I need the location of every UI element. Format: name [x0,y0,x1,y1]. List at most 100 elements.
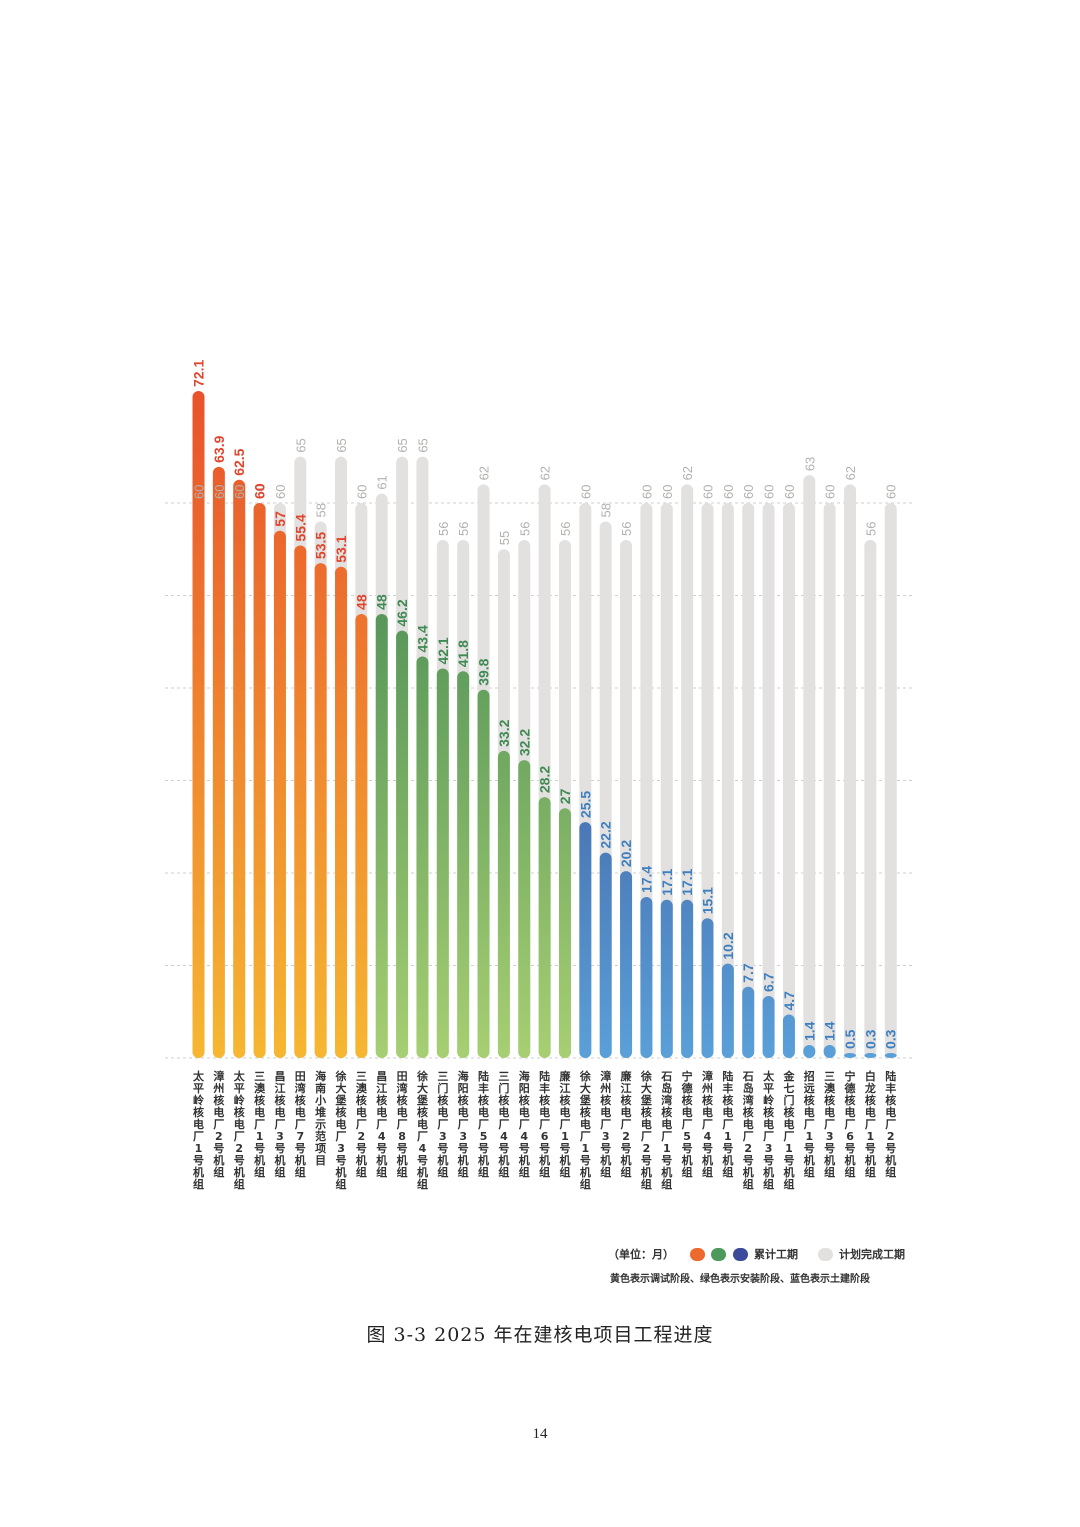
accum-value-label: 17.4 [638,866,654,893]
category-label: 昌江核电厂 4 号机组 [376,1070,387,1179]
plan-value-label: 60 [884,484,899,498]
plan-value-label: 55 [497,531,512,545]
accum-bar [477,689,490,1058]
category-label: 漳州核电厂 3 号机组 [599,1069,611,1179]
category-label: 石岛湾核电厂 2 号机组 [742,1070,754,1191]
plan-value-label: 60 [721,484,736,498]
accum-bar [558,808,571,1058]
plan-value-label: 60 [232,484,247,498]
accum-value-label: 55.4 [292,514,308,541]
category-label: 三澳核电厂 2 号机组 [356,1070,368,1179]
accum-value-label: 57 [272,511,288,527]
plan-value-label: 62 [680,466,695,480]
plan-value-label: 56 [517,521,532,535]
category-label: 海阳核电厂 3 号机组 [458,1069,469,1179]
accum-bar [742,986,755,1058]
progress-bar-chart: 60 72.1 太平岭核电厂 1 号机组 60 63.9 漳州核电厂 2 号机组 60 62.5 太平岭… [165,360,915,1191]
legend-swatch-orange [689,1247,705,1261]
category-label: 漳州核电厂 4 号机组 [701,1069,713,1179]
plan-bar [823,502,836,1058]
category-label: 陆丰核电厂 1 号机组 [722,1069,733,1179]
category-label: 廉江核电厂 2 号机组 [621,1069,632,1179]
legend-note: 黄色表示调试阶段、绿色表示安装阶段、蓝色表示土建阶段 [610,1274,870,1285]
accum-value-label: 17.1 [659,868,675,895]
accum-bar [782,1014,795,1058]
legend-unit: （单位：月） [608,1248,674,1261]
category-label: 三门核电厂 3 号机组 [437,1070,448,1179]
plan-bar [884,502,897,1058]
plan-value-label: 60 [354,484,369,498]
legend-swatch-blue [732,1247,748,1261]
plan-value-label: 60 [192,484,207,498]
plan-value-label: 58 [599,503,614,517]
accum-bar [294,545,307,1058]
plan-value-label: 60 [741,484,756,498]
accum-bar [721,963,734,1058]
plan-value-label: 56 [619,521,634,535]
plan-value-label: 58 [314,503,329,517]
category-label: 昌江核电厂 3 号机组 [274,1070,285,1179]
category-label: 三门核电厂 4 号机组 [498,1070,509,1179]
accum-value-label: 72.1 [191,360,207,387]
plan-value-label: 62 [538,466,553,480]
plan-bar [864,539,877,1058]
accum-bar [518,760,531,1058]
accum-value-label: 60 [252,483,268,499]
category-label: 徐大堡核电厂 3 号机组 [335,1069,347,1191]
accum-bar [497,750,510,1058]
category-label: 陆丰核电厂 5 号机组 [478,1069,489,1179]
plan-bar [844,484,857,1058]
accum-bar [884,1053,897,1058]
accum-bar [416,656,429,1058]
accum-value-label: 15.1 [700,887,716,914]
accum-value-label: 20.2 [618,840,634,867]
plan-value-label: 65 [415,438,430,452]
plan-value-label: 56 [558,521,573,535]
accum-bar [823,1045,836,1058]
category-label: 陆丰核电厂 2 号机组 [885,1069,896,1179]
category-label: 陆丰核电厂 6 号机组 [539,1069,550,1179]
accum-bar [599,852,612,1058]
plan-value-label: 60 [823,484,838,498]
legend-accum-label: 累计工期 [754,1248,798,1261]
accum-value-label: 63.9 [211,435,227,462]
accum-value-label: 48 [374,594,390,610]
accum-value-label: 0.3 [862,1029,878,1049]
accum-value-label: 22.2 [598,821,614,848]
accum-bar [396,630,409,1058]
accum-value-label: 39.8 [476,658,492,685]
accum-value-label: 17.1 [679,868,695,895]
accum-value-label: 10.2 [720,932,736,959]
accum-value-label: 53.5 [313,532,329,559]
plan-bar [762,502,775,1058]
plan-value-label: 56 [456,521,471,535]
plan-value-label: 62 [477,466,492,480]
plan-value-label: 62 [843,466,858,480]
accum-value-label: 53.1 [333,535,349,562]
accum-value-label: 46.2 [394,599,410,626]
accum-bar [538,797,551,1058]
category-label: 金七门核电厂 1 号机组 [782,1069,795,1191]
accum-value-label: 41.8 [455,640,471,667]
category-label: 徐大堡核电厂 2 号机组 [640,1069,652,1191]
accum-value-label: 43.4 [414,625,430,652]
plan-bar [721,502,734,1058]
accum-value-label: 6.7 [761,972,777,992]
accum-value-label: 42.1 [435,637,451,664]
accum-bar [355,613,368,1058]
page-number: 14 [532,1426,548,1442]
accum-value-label: 28.2 [537,766,553,793]
plan-value-label: 65 [395,438,410,452]
plan-value-label: 60 [660,484,675,498]
accum-bar [660,899,673,1058]
legend-swatch-plan [817,1247,833,1261]
accum-bar [620,871,633,1058]
plan-value-label: 61 [375,475,390,489]
category-label: 徐大堡核电厂 4 号机组 [416,1069,428,1191]
category-label: 太平岭核电厂 2 号机组 [233,1069,246,1191]
category-label: 田湾核电厂 8 号机组 [397,1070,408,1179]
category-label: 田湾核电厂 7 号机组 [295,1070,306,1179]
accum-bar [436,668,449,1058]
plan-value-label: 60 [762,484,777,498]
category-label: 宁德核电厂 6 号机组 [844,1069,856,1179]
